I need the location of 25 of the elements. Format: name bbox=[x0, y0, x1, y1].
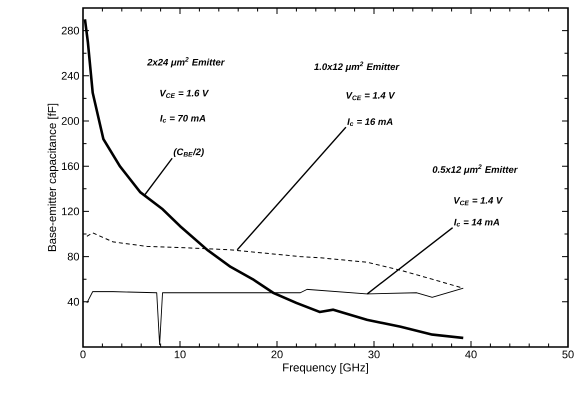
x-tick-label: 50 bbox=[562, 350, 574, 358]
y-tick-label: 40 bbox=[68, 298, 80, 306]
x-tick-label: 10 bbox=[174, 350, 186, 358]
y-tick-label: 240 bbox=[62, 72, 80, 80]
annotation: V$_{CE}$ = 1.6 V bbox=[160, 90, 209, 98]
annotation: V$_{CE}$ = 1.4 V bbox=[454, 197, 503, 206]
annotation: V$_{CE}$ = 1.4 V bbox=[346, 92, 396, 100]
annotation: I$_{c}$ = 14 mA bbox=[454, 218, 500, 226]
annotation: 1.0x12 μm$^{2}$ Emitter bbox=[314, 62, 400, 72]
y-tick-label: 280 bbox=[62, 26, 80, 34]
annotation: I$_{c}$ = 16 mA bbox=[347, 118, 392, 126]
annotation: I$_{c}$ = 70 mA bbox=[160, 114, 206, 123]
y-tick-label: 160 bbox=[62, 162, 80, 170]
x-tick-label: 40 bbox=[465, 350, 477, 358]
y-tick-label: 80 bbox=[68, 252, 80, 260]
annotation: 0.5x12 μm$^{2}$ Emitter bbox=[432, 164, 518, 175]
x-tick-label: 0 bbox=[80, 350, 86, 358]
x-tick-label: 30 bbox=[368, 350, 380, 358]
y-axis-title: Base-emitter capacitance [fF] bbox=[48, 104, 58, 252]
annotation: 2x24 μm$^{2}$ Emitter bbox=[147, 57, 225, 68]
annotation: (C$_{BE}$/2) bbox=[174, 148, 204, 158]
y-tick-label: 200 bbox=[62, 117, 80, 125]
y-tick-label: 120 bbox=[62, 208, 80, 216]
x-axis-title: Frequency [GHz] bbox=[283, 363, 368, 374]
x-tick-label: 20 bbox=[271, 350, 283, 358]
